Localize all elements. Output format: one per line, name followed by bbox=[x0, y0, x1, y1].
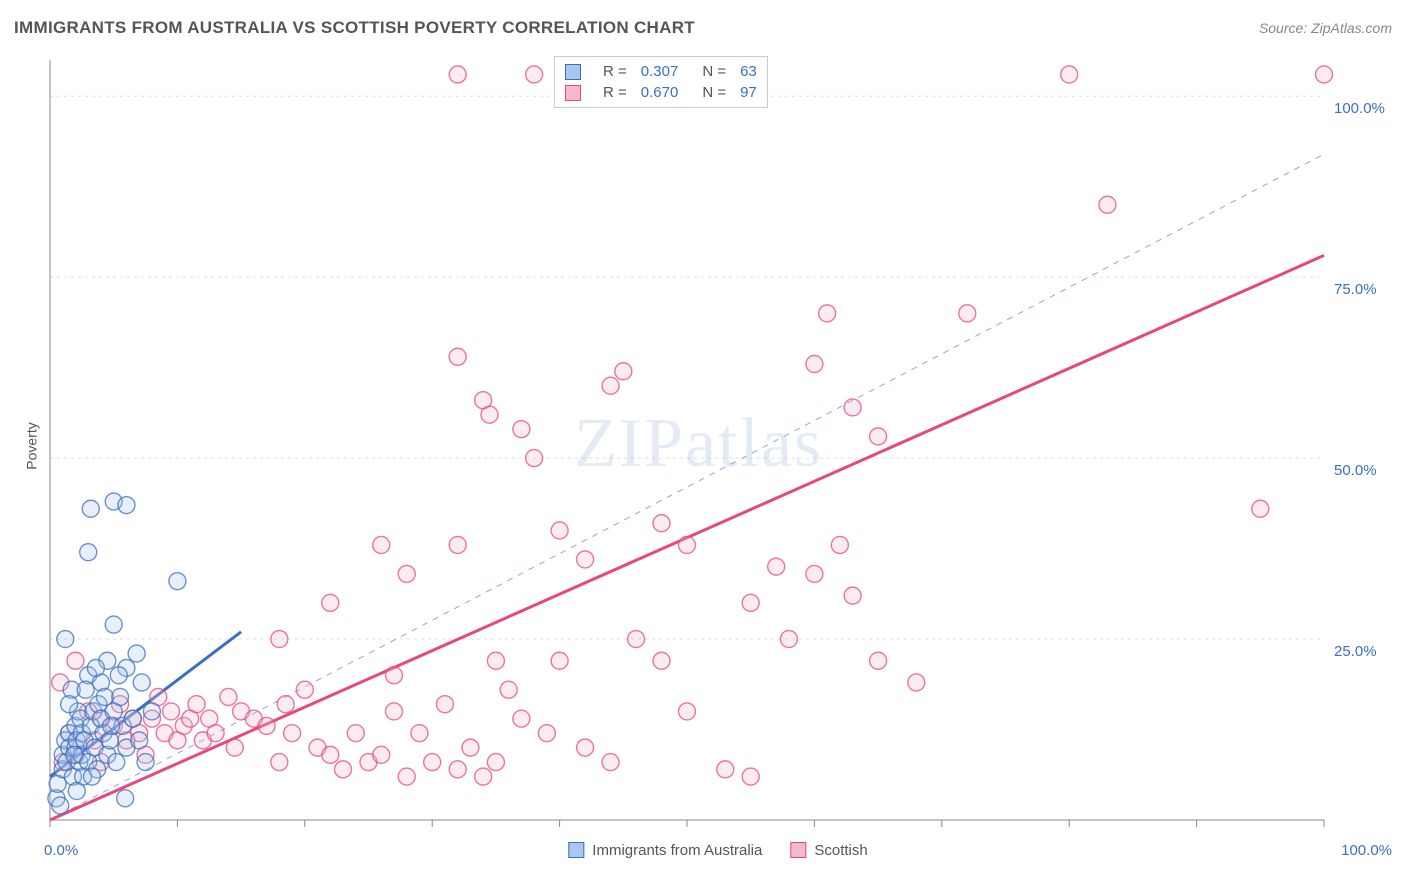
series-legend-item: Immigrants from Australia bbox=[568, 842, 762, 859]
y-tick-label: 75.0% bbox=[1334, 281, 1377, 298]
y-tick-label: 50.0% bbox=[1334, 462, 1377, 479]
stat-n-label: N = bbox=[702, 84, 726, 101]
stat-r-label: R = bbox=[603, 63, 627, 80]
stats-legend-row: R = 0.307 N = 63 bbox=[565, 61, 757, 82]
stat-n-value: 97 bbox=[740, 84, 757, 101]
stats-legend: R = 0.307 N = 63 R = 0.670 N = 97 bbox=[554, 56, 768, 108]
chart-header: IMMIGRANTS FROM AUSTRALIA VS SCOTTISH PO… bbox=[14, 18, 1392, 38]
legend-swatch-icon bbox=[565, 64, 581, 80]
y-tick-label: 25.0% bbox=[1334, 643, 1377, 660]
chart-title: IMMIGRANTS FROM AUSTRALIA VS SCOTTISH PO… bbox=[14, 18, 695, 38]
x-axis-max-label: 100.0% bbox=[1341, 842, 1392, 859]
series-legend-label: Scottish bbox=[814, 842, 867, 859]
chart-source: Source: ZipAtlas.com bbox=[1259, 20, 1392, 36]
legend-swatch-icon bbox=[565, 85, 581, 101]
series-legend-label: Immigrants from Australia bbox=[592, 842, 762, 859]
x-axis-min-label: 0.0% bbox=[44, 842, 78, 859]
scatter-chart-svg bbox=[44, 54, 1392, 834]
y-tick-label: 100.0% bbox=[1334, 100, 1385, 117]
stat-n-label: N = bbox=[702, 63, 726, 80]
legend-swatch-icon bbox=[568, 842, 584, 858]
series-legend: Immigrants from Australia Scottish bbox=[568, 842, 867, 859]
chart-area: ZIPatlas R =0.307N =63R =0.670N =97 25.0… bbox=[44, 54, 1392, 834]
y-axis-label: Poverty bbox=[24, 422, 40, 469]
stat-n-value: 63 bbox=[740, 63, 757, 80]
stats-legend-row: R = 0.670 N = 97 bbox=[565, 82, 757, 103]
legend-swatch-icon bbox=[790, 842, 806, 858]
stat-r-value: 0.307 bbox=[641, 63, 679, 80]
stat-r-label: R = bbox=[603, 84, 627, 101]
stat-r-value: 0.670 bbox=[641, 84, 679, 101]
series-legend-item: Scottish bbox=[790, 842, 867, 859]
x-axis-legend: 0.0% Immigrants from Australia Scottish 1… bbox=[44, 842, 1392, 859]
